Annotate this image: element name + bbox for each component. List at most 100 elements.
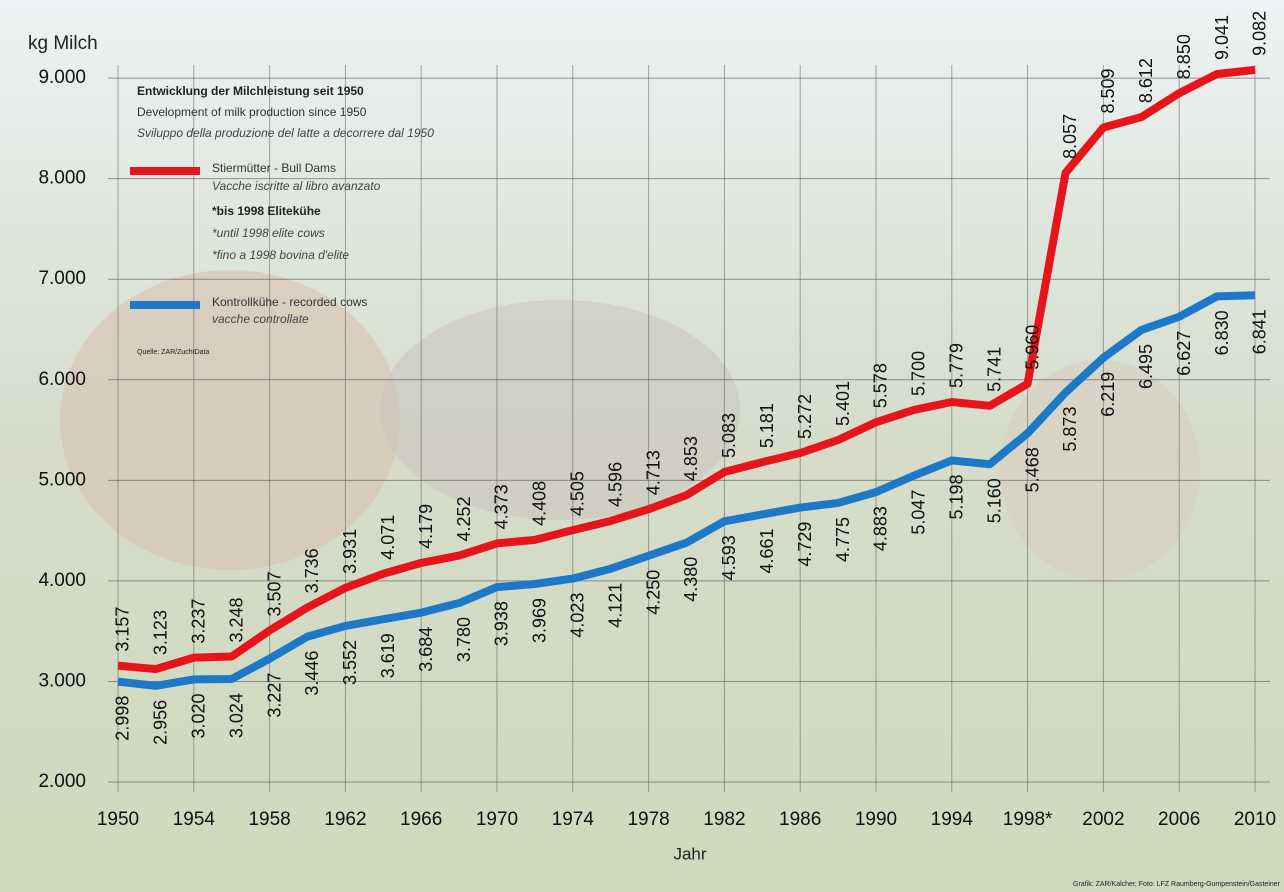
data-label: 6.495 <box>1136 344 1156 389</box>
data-label: 5.272 <box>795 394 815 439</box>
x-tick-label: 2006 <box>1158 809 1200 830</box>
data-label: 5.741 <box>984 347 1004 392</box>
legend-subtitle: Sviluppo della produzione del latte a de… <box>137 126 434 140</box>
data-label: 3.780 <box>454 617 474 662</box>
y-tick-label: 7.000 <box>38 268 86 289</box>
legend-note: *until 1998 elite cows <box>212 226 325 240</box>
data-label: 4.883 <box>871 506 891 551</box>
x-tick-label: 1970 <box>476 809 518 830</box>
data-label: 5.047 <box>909 490 929 535</box>
source: Quelle: ZAR/ZuchtData <box>137 349 209 356</box>
y-axis-label: kg Milch <box>28 33 98 54</box>
data-label: 5.083 <box>719 413 739 458</box>
data-label: 4.729 <box>795 522 815 567</box>
y-tick-label: 5.000 <box>38 469 86 490</box>
data-label: 3.684 <box>416 627 436 672</box>
x-tick-label: 2010 <box>1234 809 1276 830</box>
data-label: 4.071 <box>378 515 398 560</box>
legend-subtitle: Development of milk production since 195… <box>137 105 367 119</box>
photo-cow <box>380 300 740 520</box>
data-label: 3.736 <box>302 548 322 593</box>
data-label: 3.227 <box>264 673 284 718</box>
data-label: 8.057 <box>1060 114 1080 159</box>
data-label: 4.853 <box>681 436 701 481</box>
data-label: 6.841 <box>1250 309 1270 354</box>
data-label: 9.082 <box>1250 11 1270 56</box>
data-label: 8.509 <box>1098 68 1118 113</box>
y-tick-label: 6.000 <box>38 369 86 390</box>
y-tick-label: 9.000 <box>38 67 86 88</box>
data-label: 4.380 <box>681 557 701 602</box>
data-label: 4.250 <box>643 570 663 615</box>
x-tick-label: 1962 <box>324 809 366 830</box>
data-label: 4.121 <box>605 583 625 628</box>
data-label: 3.446 <box>302 651 322 696</box>
data-label: 4.179 <box>416 504 436 549</box>
data-label: 6.627 <box>1174 331 1194 376</box>
legend-note: *bis 1998 Elitekühe <box>212 204 321 218</box>
x-tick-label: 1986 <box>779 809 821 830</box>
data-label: 5.779 <box>947 343 967 388</box>
x-tick-label: 1990 <box>855 809 897 830</box>
data-label: 3.248 <box>226 597 246 642</box>
x-axis-label: Jahr <box>673 844 706 863</box>
data-label: 6.830 <box>1212 310 1232 355</box>
y-tick-label: 2.000 <box>38 771 86 792</box>
data-label: 3.237 <box>189 599 209 644</box>
x-tick-label: 1978 <box>627 809 669 830</box>
data-label: 4.775 <box>833 517 853 562</box>
data-label: 3.507 <box>264 571 284 616</box>
legend-note: *fino a 1998 bovina d'elite <box>212 248 349 262</box>
data-label: 3.123 <box>151 610 171 655</box>
x-tick-label: 1998* <box>1003 809 1053 830</box>
data-label: 5.873 <box>1060 407 1080 452</box>
data-label: 5.700 <box>909 351 929 396</box>
data-label: 5.578 <box>871 363 891 408</box>
data-label: 3.969 <box>530 598 550 643</box>
data-label: 5.401 <box>833 381 853 426</box>
data-label: 4.713 <box>643 450 663 495</box>
data-label: 8.850 <box>1174 34 1194 79</box>
data-label: 3.024 <box>226 693 246 738</box>
data-label: 2.956 <box>151 700 171 745</box>
data-label: 3.619 <box>378 633 398 678</box>
data-label: 3.552 <box>340 640 360 685</box>
x-tick-label: 1966 <box>400 809 442 830</box>
data-label: 5.198 <box>947 474 967 519</box>
data-label: 4.252 <box>454 497 474 542</box>
x-tick-label: 1958 <box>248 809 290 830</box>
data-label: 4.661 <box>757 528 777 573</box>
y-tick-label: 3.000 <box>38 670 86 691</box>
photo-cow <box>60 270 400 570</box>
x-tick-label: 1982 <box>703 809 745 830</box>
data-label: 8.612 <box>1136 58 1156 103</box>
legend-label: Stiermütter - Bull Dams <box>212 161 336 175</box>
x-tick-label: 2002 <box>1082 809 1124 830</box>
legend-label: Kontrollkühe - recorded cows <box>212 295 367 309</box>
data-label: 5.160 <box>984 478 1004 523</box>
data-label: 4.408 <box>530 481 550 526</box>
data-label: 4.505 <box>568 471 588 516</box>
data-label: 4.373 <box>492 484 512 529</box>
series-line <box>117 65 1256 674</box>
data-label: 9.041 <box>1212 15 1232 60</box>
data-label: 4.023 <box>568 593 588 638</box>
x-tick-label: 1994 <box>931 809 974 830</box>
legend-title: Entwicklung der Milchleistung seit 1950 <box>137 84 364 98</box>
data-label: 4.596 <box>605 462 625 507</box>
legend-note: vacche controllate <box>212 312 309 326</box>
data-label: 5.960 <box>1022 325 1042 370</box>
data-label: 6.219 <box>1098 372 1118 417</box>
series-line <box>117 291 1256 690</box>
legend-note: Vacche iscritte al libro avanzato <box>212 179 381 193</box>
data-label: 3.938 <box>492 601 512 646</box>
x-tick-label: 1950 <box>97 809 139 830</box>
data-label: 5.181 <box>757 403 777 448</box>
x-tick-label: 1974 <box>552 809 595 830</box>
data-label: 5.468 <box>1022 447 1042 492</box>
data-label: 4.593 <box>719 535 739 580</box>
data-label: 2.998 <box>113 696 133 741</box>
x-tick-label: 1954 <box>173 809 216 830</box>
data-label: 3.020 <box>189 693 209 738</box>
